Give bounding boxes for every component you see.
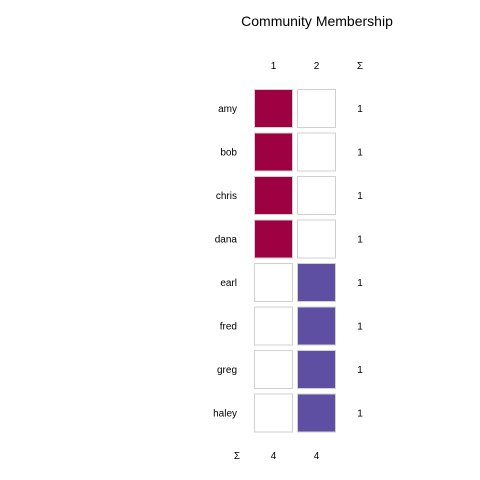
cell-greg-2 [297, 350, 336, 389]
column-header-1: 1 [271, 61, 277, 72]
cell-dana-2 [297, 219, 336, 259]
cell-amy-1 [254, 89, 293, 128]
rows: amy 1 bob 1 chris 1 dana 1 earl 1 fred 1 greg 1 haley 1 [213, 89, 363, 433]
cell-earl-2 [297, 263, 336, 302]
row-sum: 1 [357, 322, 363, 333]
row-label: haley [213, 409, 237, 420]
row-sum: 1 [357, 278, 363, 289]
row-amy: amy 1 [218, 89, 363, 128]
row-label: chris [216, 191, 237, 202]
column-sum-1: 4 [271, 451, 277, 462]
chart-title: Community Membership [241, 13, 393, 29]
row-haley: haley 1 [213, 393, 363, 433]
row-sum-header: Σ [357, 61, 363, 72]
row-greg: greg 1 [217, 350, 363, 389]
row-sum: 1 [357, 191, 363, 202]
row-bob: bob 1 [220, 132, 363, 172]
row-sum: 1 [357, 235, 363, 246]
cell-haley-1 [254, 393, 293, 433]
row-label: dana [215, 235, 238, 246]
row-sum: 1 [357, 409, 363, 420]
row-sum: 1 [357, 148, 363, 159]
row-label: amy [218, 104, 237, 115]
row-label: bob [220, 148, 237, 159]
row-dana: dana 1 [215, 219, 363, 259]
cell-bob-2 [297, 132, 336, 172]
col-sum-header: Σ [234, 451, 240, 462]
row-chris: chris 1 [216, 176, 363, 215]
row-sum: 1 [357, 104, 363, 115]
row-fred: fred 1 [220, 306, 363, 346]
cell-amy-2 [297, 89, 336, 128]
row-label: earl [220, 278, 237, 289]
cell-chris-2 [297, 176, 336, 215]
cell-earl-1 [254, 263, 293, 302]
cell-dana-1 [254, 219, 293, 259]
cell-fred-2 [297, 306, 336, 346]
cell-greg-1 [254, 350, 293, 389]
cell-bob-1 [254, 132, 293, 172]
cell-fred-1 [254, 306, 293, 346]
row-label: fred [220, 322, 237, 333]
row-label: greg [217, 365, 237, 376]
cell-chris-1 [254, 176, 293, 215]
row-sum: 1 [357, 365, 363, 376]
column-header-2: 2 [314, 61, 320, 72]
row-earl: earl 1 [220, 263, 363, 302]
cell-haley-2 [297, 393, 336, 433]
column-sum-2: 4 [314, 451, 320, 462]
